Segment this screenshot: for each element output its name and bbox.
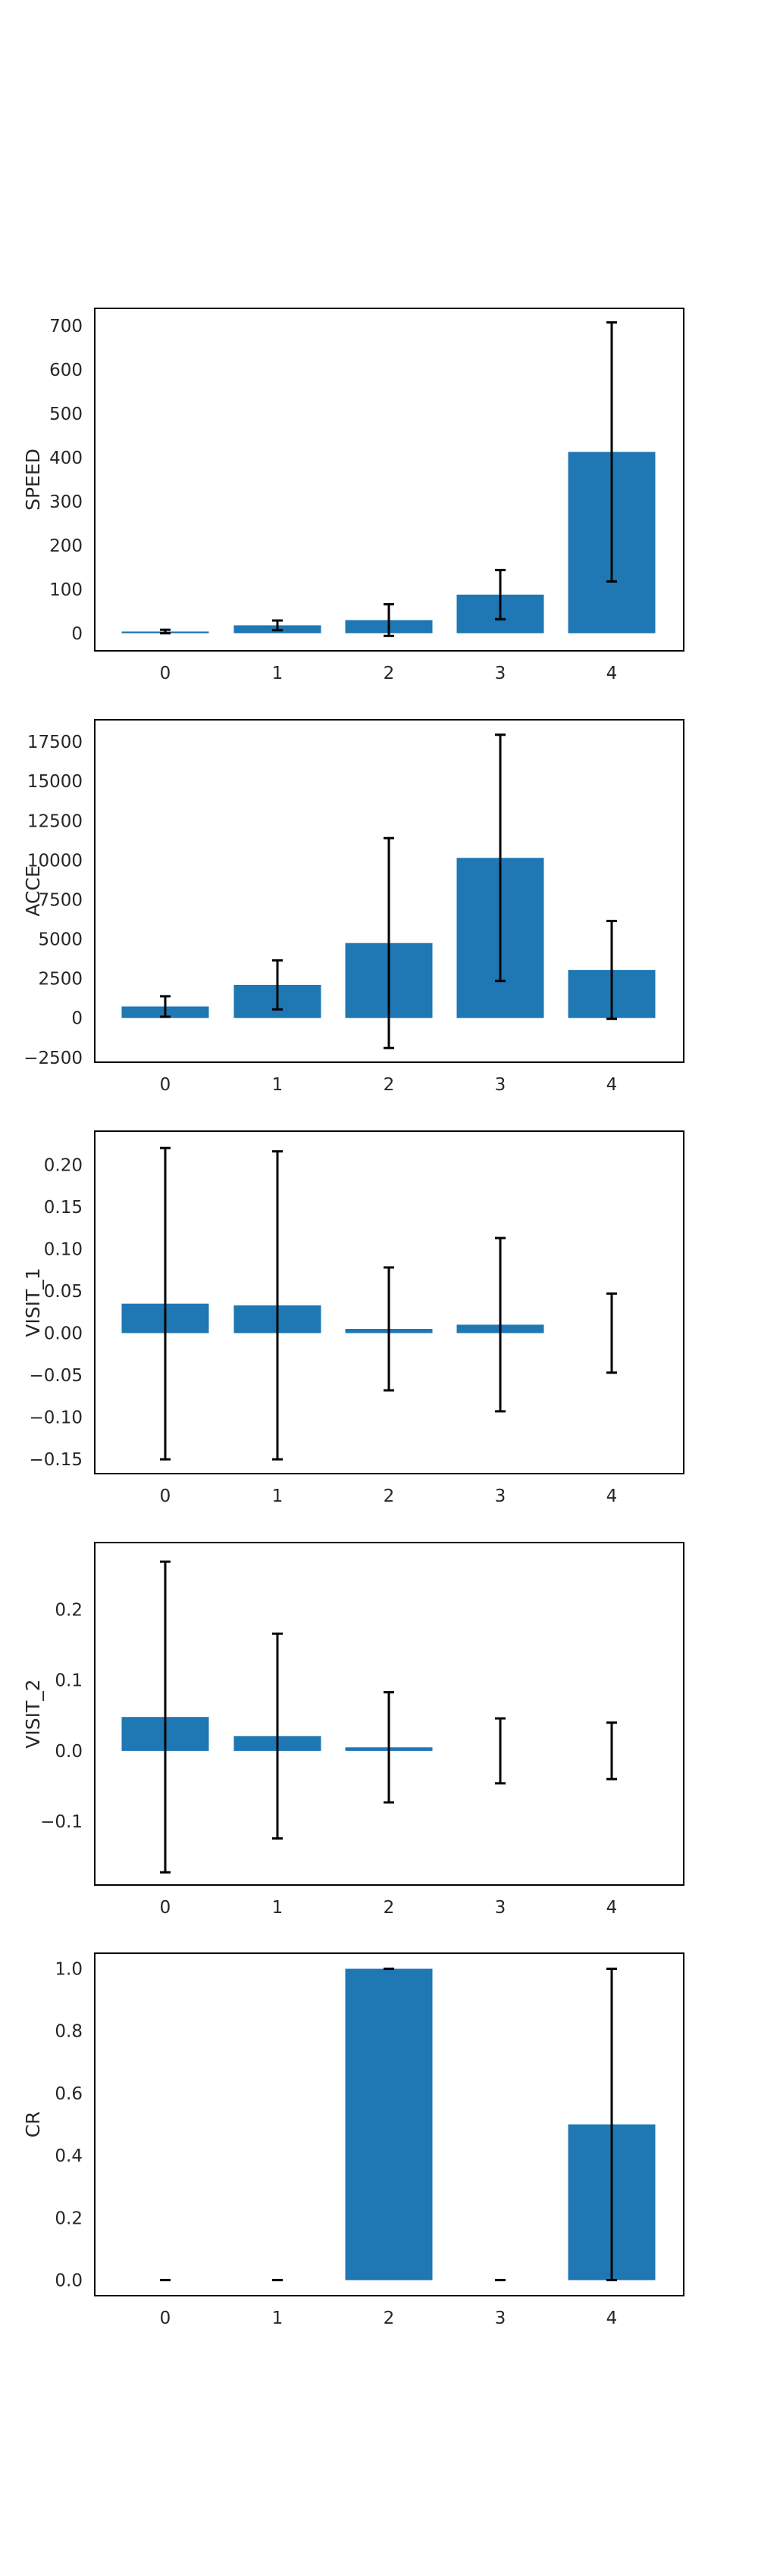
- x-tick-label: 1: [272, 1487, 283, 1506]
- y-tick-label: 0: [71, 1009, 83, 1029]
- chart-visit_1: −0.15 −0.10 −0.05 0.00 0.05 0.10 0.15 0.20 0 1 2 3 4…: [22, 1131, 684, 1506]
- y-tick-label: 17500: [27, 733, 83, 752]
- x-tick-label: 1: [272, 1898, 283, 1918]
- x-tick-label: 2: [384, 2309, 395, 2328]
- x-tick-label: 3: [495, 1898, 506, 1918]
- x-tick-label: 0: [160, 1075, 171, 1095]
- y-tick-label: 0.15: [44, 1198, 83, 1218]
- x-tick-label: 4: [606, 1487, 618, 1506]
- y-tick-label: −0.10: [30, 1408, 83, 1428]
- y-tick-label: 600: [49, 361, 83, 380]
- y-tick-label: −0.15: [30, 1450, 83, 1470]
- y-axis-label: SPEED: [22, 449, 44, 511]
- x-tick-label: 0: [160, 1487, 171, 1506]
- y-tick-label: 0: [71, 624, 83, 644]
- y-tick-label: 7500: [38, 890, 83, 910]
- x-tick-label: 1: [272, 1075, 283, 1095]
- x-tick-label: 3: [495, 1487, 506, 1506]
- x-tick-label: 4: [606, 2309, 618, 2328]
- x-tick-label: 1: [272, 2309, 283, 2328]
- x-tick-label: 0: [160, 2309, 171, 2328]
- x-tick-label: 3: [495, 2309, 506, 2328]
- y-tick-label: 0.1: [55, 1671, 83, 1691]
- y-tick-label: 400: [49, 449, 83, 468]
- y-tick-label: 300: [49, 492, 83, 512]
- y-tick-label: 0.4: [55, 2146, 83, 2166]
- x-tick-label: 2: [384, 664, 395, 683]
- y-axis-label: VISIT_2: [22, 1679, 44, 1748]
- x-tick-label: 4: [606, 664, 618, 683]
- y-tick-label: 0.0: [55, 2271, 83, 2290]
- y-tick-label: 15000: [27, 772, 83, 792]
- x-tick-label: 0: [160, 1898, 171, 1918]
- y-tick-label: 2500: [38, 970, 83, 989]
- y-tick-label: 0.0: [55, 1742, 83, 1762]
- y-axis-label: CR: [22, 2112, 44, 2138]
- x-tick-label: 2: [384, 1487, 395, 1506]
- error-bar-0: [160, 1148, 171, 1459]
- y-tick-label: 0.2: [55, 1601, 83, 1621]
- y-tick-label: −0.1: [40, 1812, 83, 1832]
- error-bar-3: [495, 1718, 506, 1784]
- y-tick-label: 1.0: [55, 1960, 83, 1980]
- chart-cr: 0.0 0.2 0.4 0.6 0.8 1.0 0 1 2 3 4 CR: [22, 1953, 684, 2328]
- x-tick-label: 1: [272, 664, 283, 683]
- y-axis-label: ACCE: [22, 865, 44, 916]
- y-tick-label: 0.05: [44, 1282, 83, 1302]
- y-tick-label: 0.00: [44, 1324, 83, 1344]
- error-bar-4: [606, 1723, 617, 1780]
- y-tick-label: 12500: [27, 811, 83, 831]
- x-tick-label: 2: [384, 1075, 395, 1095]
- x-tick-label: 3: [495, 664, 506, 683]
- y-tick-label: 0.20: [44, 1155, 83, 1175]
- x-tick-label: 0: [160, 664, 171, 683]
- y-tick-label: 200: [49, 536, 83, 556]
- x-tick-label: 2: [384, 1898, 395, 1918]
- y-tick-label: 5000: [38, 930, 83, 950]
- error-bar-4: [606, 1293, 617, 1372]
- y-tick-label: 100: [49, 580, 83, 600]
- y-tick-label: −2500: [23, 1049, 83, 1068]
- y-tick-label: 0.6: [55, 2084, 83, 2104]
- x-tick-label: 4: [606, 1075, 618, 1095]
- y-tick-label: 0.8: [55, 2022, 83, 2042]
- y-tick-label: −0.05: [30, 1366, 83, 1386]
- y-tick-label: 0.10: [44, 1240, 83, 1259]
- y-tick-label: 500: [49, 405, 83, 424]
- chart-visit_2: −0.1 0.0 0.1 0.2 0 1 2 3 4 VISIT_2: [22, 1543, 684, 1918]
- y-tick-label: 0.2: [55, 2209, 83, 2228]
- y-axis-label: VISIT_1: [22, 1268, 44, 1336]
- x-tick-label: 4: [606, 1898, 618, 1918]
- y-tick-label: 700: [49, 317, 83, 336]
- x-tick-label: 3: [495, 1075, 506, 1095]
- bar-2: [346, 1969, 433, 2281]
- chart-speed: 0 100 200 300 400 500 600 700 0 1 2 3 4 SPEED: [22, 308, 684, 683]
